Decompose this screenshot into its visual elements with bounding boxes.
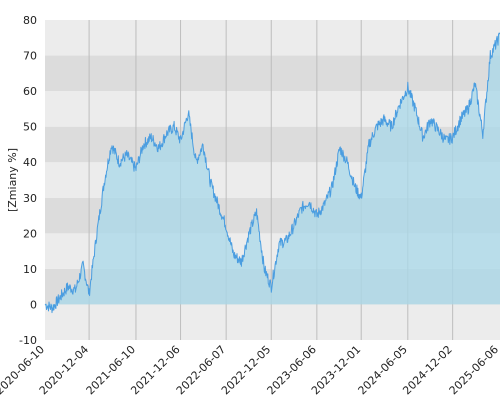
series-layer (44, 32, 500, 314)
y-axis-title: [Zmiany %] (6, 148, 19, 212)
y-tick-label: -10 (19, 334, 37, 347)
series-line (44, 32, 500, 314)
y-tick-label: 70 (23, 50, 37, 63)
y-tick-label: 60 (23, 85, 37, 98)
x-tick-label: 2025-06-06 (447, 343, 500, 397)
grid-band (45, 55, 500, 92)
grid-band (45, 20, 500, 56)
series-area (45, 33, 500, 313)
grid-band (45, 304, 500, 340)
x-axis-ticks: 2020-06-102020-12-042021-06-102021-12-06… (0, 343, 500, 397)
y-tick-label: 10 (23, 263, 37, 276)
grid-band (45, 91, 500, 127)
y-tick-label: 50 (23, 121, 37, 134)
y-tick-label: 20 (23, 227, 37, 240)
y-tick-label: 30 (23, 192, 37, 205)
y-tick-label: 0 (30, 298, 37, 311)
y-tick-label: 80 (23, 14, 37, 27)
y-tick-label: 40 (23, 156, 37, 169)
y-axis-ticks: -10 0 10 20 30 40 50 60 70 80 (19, 14, 37, 347)
